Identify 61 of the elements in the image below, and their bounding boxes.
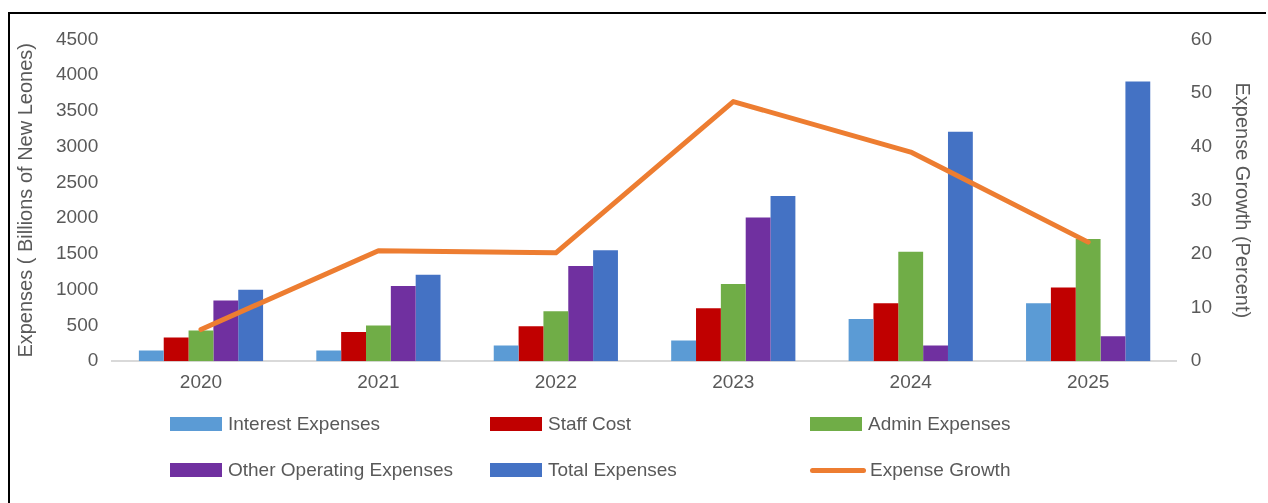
bar — [238, 289, 264, 362]
y-axis-title: Expenses ( Billions of New Leones) — [13, 43, 36, 358]
bar — [341, 331, 366, 362]
y2-tick-label: 60 — [1190, 27, 1213, 49]
bar — [316, 350, 342, 362]
x-tick-label: 2021 — [357, 370, 400, 392]
y-tick-label: 0 — [87, 349, 99, 371]
bar — [745, 217, 771, 362]
bar — [898, 251, 924, 362]
x-tick-label: 2022 — [534, 370, 577, 392]
x-tick-label: 2020 — [179, 370, 223, 392]
y-tick-label: 1000 — [55, 277, 99, 299]
x-tick-label: 2025 — [1067, 370, 1110, 392]
bar — [671, 340, 697, 362]
bar — [848, 319, 874, 362]
legend-label: Interest Expenses — [228, 413, 381, 435]
bar — [518, 326, 544, 362]
bar — [213, 300, 239, 362]
y-tick-label: 500 — [66, 313, 99, 335]
bar — [138, 350, 164, 362]
bar — [543, 311, 569, 362]
y2-tick-label: 0 — [1190, 349, 1202, 371]
bar — [1026, 303, 1051, 362]
y-tick-label: 2000 — [55, 206, 99, 228]
bar — [1125, 81, 1151, 362]
bar — [366, 325, 391, 362]
x-tick-label: 2024 — [889, 370, 933, 392]
bar — [593, 250, 618, 362]
legend-label: Admin Expenses — [868, 413, 1011, 435]
x-tick-label: 2023 — [712, 370, 755, 392]
bar — [568, 266, 594, 362]
bar — [163, 337, 189, 362]
y2-tick-label: 10 — [1190, 295, 1213, 317]
bar — [1100, 336, 1126, 362]
bar — [1075, 238, 1101, 362]
bar — [493, 345, 519, 362]
bar — [720, 283, 746, 362]
y-tick-label: 3000 — [55, 134, 99, 156]
bar — [415, 274, 441, 362]
y2-tick-label: 20 — [1190, 242, 1213, 264]
y-tick-label: 2500 — [55, 170, 99, 192]
y2-axis-title: Expense Growth (Percent) — [1232, 82, 1255, 319]
y2-tick-label: 50 — [1190, 81, 1213, 103]
y2-tick-label: 40 — [1190, 134, 1213, 156]
y2-tick-label: 30 — [1190, 188, 1213, 210]
bar — [1050, 287, 1076, 362]
y-tick-label: 3500 — [55, 99, 99, 121]
bar — [923, 345, 948, 362]
bar — [696, 308, 721, 362]
bar — [770, 196, 796, 362]
bar — [390, 286, 416, 362]
bar — [188, 330, 214, 362]
legend-label: Total Expenses — [548, 459, 677, 481]
legend-label: Expense Growth — [870, 459, 1011, 481]
bar — [947, 131, 973, 362]
y-tick-label: 1500 — [55, 242, 99, 264]
legend-label: Other Operating Expenses — [228, 459, 453, 481]
bar — [873, 303, 899, 362]
legend-label: Staff Cost — [548, 413, 632, 435]
y-tick-label: 4000 — [55, 63, 99, 85]
y-tick-label: 4500 — [55, 27, 99, 49]
